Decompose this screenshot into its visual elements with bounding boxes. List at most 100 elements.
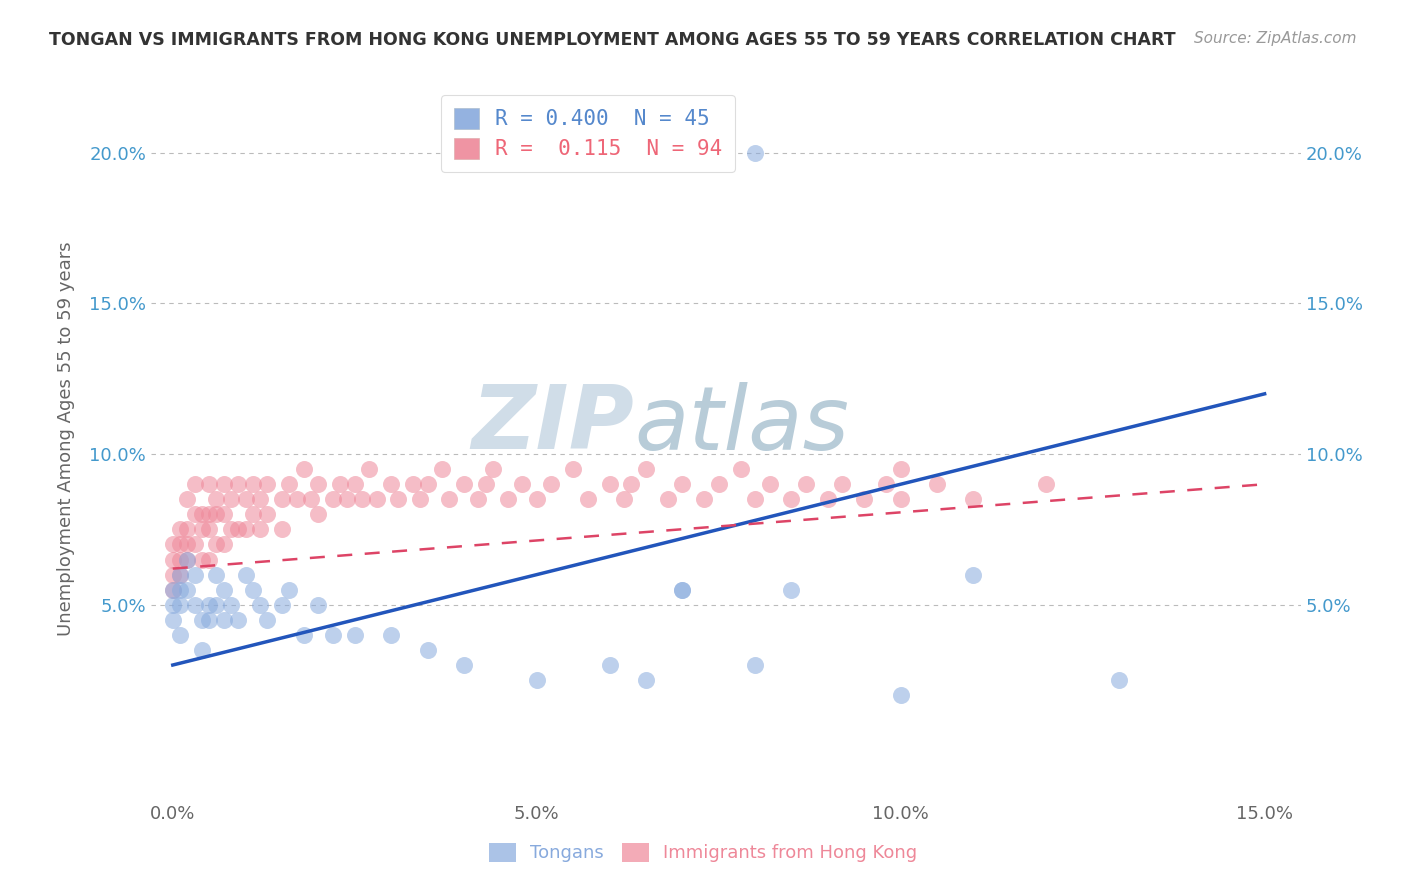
Point xyxy=(169,628,191,642)
Point xyxy=(219,492,242,507)
Point xyxy=(183,508,205,522)
Point xyxy=(853,492,876,507)
Point xyxy=(875,477,897,491)
Point xyxy=(169,552,191,566)
Point xyxy=(336,492,359,507)
Point xyxy=(620,477,643,491)
Point xyxy=(416,643,439,657)
Point xyxy=(1108,673,1130,687)
Point xyxy=(307,477,329,491)
Point xyxy=(169,567,191,582)
Point xyxy=(212,582,235,597)
Point xyxy=(278,477,301,491)
Point xyxy=(510,477,533,491)
Point xyxy=(162,537,184,551)
Point xyxy=(176,537,198,551)
Point xyxy=(205,598,228,612)
Point xyxy=(329,477,352,491)
Point xyxy=(453,658,475,673)
Point xyxy=(693,492,716,507)
Point xyxy=(402,477,425,491)
Point xyxy=(1035,477,1057,491)
Point xyxy=(526,492,548,507)
Point xyxy=(350,492,373,507)
Point xyxy=(226,523,249,537)
Point xyxy=(169,598,191,612)
Point xyxy=(430,462,453,476)
Point xyxy=(212,508,235,522)
Point xyxy=(191,613,214,627)
Point xyxy=(380,628,402,642)
Point xyxy=(817,492,839,507)
Point xyxy=(962,567,984,582)
Point xyxy=(831,477,853,491)
Point xyxy=(162,613,184,627)
Point xyxy=(416,477,439,491)
Point xyxy=(242,582,264,597)
Point xyxy=(256,477,278,491)
Point xyxy=(634,673,657,687)
Point xyxy=(744,492,766,507)
Point xyxy=(183,598,205,612)
Point xyxy=(292,462,315,476)
Point xyxy=(890,492,912,507)
Point xyxy=(198,613,221,627)
Point xyxy=(271,492,294,507)
Point xyxy=(730,462,752,476)
Point xyxy=(212,613,235,627)
Point xyxy=(205,537,228,551)
Point xyxy=(576,492,599,507)
Point xyxy=(794,477,817,491)
Point xyxy=(387,492,409,507)
Point xyxy=(526,673,548,687)
Point xyxy=(226,613,249,627)
Point xyxy=(380,477,402,491)
Point xyxy=(198,598,221,612)
Point xyxy=(169,523,191,537)
Point xyxy=(599,477,621,491)
Point xyxy=(744,658,766,673)
Point xyxy=(343,477,366,491)
Point xyxy=(496,492,519,507)
Point xyxy=(162,582,184,597)
Point xyxy=(162,552,184,566)
Text: atlas: atlas xyxy=(634,382,849,467)
Point xyxy=(176,492,198,507)
Point xyxy=(249,598,271,612)
Point xyxy=(671,582,693,597)
Point xyxy=(482,462,505,476)
Point xyxy=(176,582,198,597)
Legend: R = 0.400  N = 45, R =  0.115  N = 94: R = 0.400 N = 45, R = 0.115 N = 94 xyxy=(441,95,735,172)
Point xyxy=(205,492,228,507)
Point xyxy=(322,628,344,642)
Point xyxy=(176,552,198,566)
Point xyxy=(271,523,294,537)
Point xyxy=(613,492,636,507)
Point xyxy=(439,492,461,507)
Point xyxy=(235,567,257,582)
Point xyxy=(540,477,562,491)
Point xyxy=(191,552,214,566)
Point xyxy=(758,477,780,491)
Point xyxy=(359,462,381,476)
Point xyxy=(162,582,184,597)
Point xyxy=(599,658,621,673)
Point xyxy=(198,508,221,522)
Point xyxy=(634,462,657,476)
Point xyxy=(744,145,766,160)
Point xyxy=(474,477,496,491)
Point xyxy=(467,492,489,507)
Point xyxy=(925,477,948,491)
Text: Source: ZipAtlas.com: Source: ZipAtlas.com xyxy=(1194,31,1357,46)
Point xyxy=(235,523,257,537)
Point xyxy=(671,582,693,597)
Point xyxy=(162,598,184,612)
Point xyxy=(212,477,235,491)
Point xyxy=(366,492,388,507)
Point xyxy=(292,628,315,642)
Point xyxy=(191,508,214,522)
Point xyxy=(256,613,278,627)
Point xyxy=(671,477,693,491)
Point xyxy=(226,477,249,491)
Point xyxy=(191,643,214,657)
